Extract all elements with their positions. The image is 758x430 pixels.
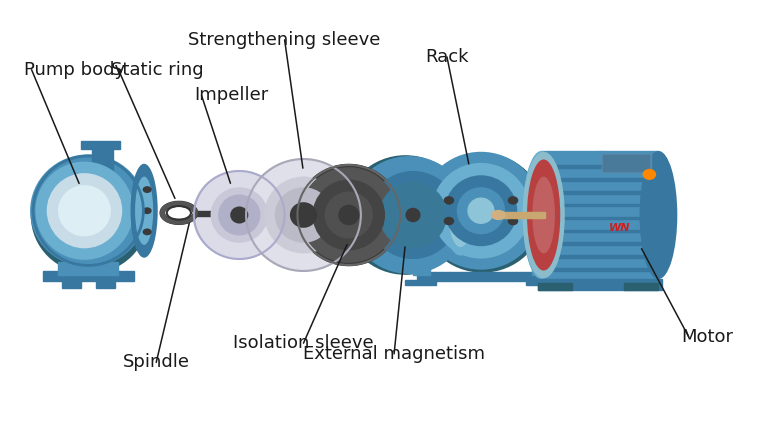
Ellipse shape [265,177,343,253]
FancyBboxPatch shape [543,204,656,206]
Ellipse shape [218,194,261,236]
Ellipse shape [130,164,158,258]
FancyBboxPatch shape [417,272,545,281]
Text: Impeller: Impeller [194,86,268,104]
FancyBboxPatch shape [543,217,656,219]
Ellipse shape [421,153,544,273]
Ellipse shape [368,171,459,259]
Ellipse shape [135,177,153,245]
FancyBboxPatch shape [58,262,118,275]
Ellipse shape [193,170,286,260]
Text: Motor: Motor [681,328,733,346]
Text: Spindle: Spindle [123,353,190,372]
FancyBboxPatch shape [532,237,549,275]
Ellipse shape [299,167,398,263]
FancyBboxPatch shape [602,154,651,172]
Ellipse shape [143,186,152,193]
Ellipse shape [343,155,468,275]
Ellipse shape [640,151,678,279]
Text: External magnetism: External magnetism [303,345,485,363]
Ellipse shape [275,187,332,243]
FancyBboxPatch shape [80,141,120,149]
Ellipse shape [31,158,149,273]
FancyBboxPatch shape [543,255,656,258]
FancyBboxPatch shape [92,146,113,172]
Text: Isolation sleeve: Isolation sleeve [233,334,374,352]
Ellipse shape [36,162,133,260]
Text: Pump body: Pump body [24,61,125,79]
Ellipse shape [443,217,454,225]
Text: WN: WN [609,223,630,233]
FancyBboxPatch shape [543,191,656,194]
FancyBboxPatch shape [541,151,659,279]
FancyBboxPatch shape [625,283,659,290]
Ellipse shape [490,210,506,220]
Ellipse shape [338,205,359,225]
Ellipse shape [312,180,385,250]
Ellipse shape [317,181,350,249]
Ellipse shape [443,196,454,205]
Ellipse shape [535,151,669,279]
FancyBboxPatch shape [543,166,656,168]
Ellipse shape [445,175,517,246]
FancyBboxPatch shape [537,279,662,290]
FancyBboxPatch shape [500,212,545,218]
Ellipse shape [508,196,518,205]
Ellipse shape [643,169,656,180]
Ellipse shape [444,175,478,255]
Ellipse shape [406,208,421,222]
Ellipse shape [532,177,555,253]
FancyBboxPatch shape [62,281,80,288]
FancyBboxPatch shape [196,211,237,216]
Ellipse shape [522,151,560,279]
Ellipse shape [230,206,249,224]
Ellipse shape [143,207,152,214]
FancyBboxPatch shape [543,230,656,232]
FancyBboxPatch shape [413,237,430,275]
FancyBboxPatch shape [406,280,436,286]
FancyBboxPatch shape [537,283,572,290]
FancyBboxPatch shape [603,155,650,172]
Ellipse shape [211,187,268,243]
Ellipse shape [527,160,560,270]
Ellipse shape [349,156,470,274]
Ellipse shape [421,152,541,270]
Ellipse shape [245,158,362,272]
Ellipse shape [290,202,317,228]
Ellipse shape [508,217,518,225]
Ellipse shape [324,191,373,239]
Text: Static ring: Static ring [111,61,203,79]
Ellipse shape [457,187,505,234]
Ellipse shape [296,164,402,266]
Ellipse shape [47,173,122,248]
FancyBboxPatch shape [543,178,656,181]
Ellipse shape [379,182,447,248]
FancyBboxPatch shape [543,268,656,270]
FancyBboxPatch shape [43,270,133,281]
Text: Strengthening sleeve: Strengthening sleeve [189,31,381,49]
Ellipse shape [449,183,473,247]
Ellipse shape [250,187,277,243]
Ellipse shape [468,197,494,224]
Ellipse shape [30,154,146,267]
Ellipse shape [522,152,565,278]
Ellipse shape [58,185,111,237]
Ellipse shape [432,163,530,258]
Ellipse shape [356,184,387,246]
Ellipse shape [143,228,152,235]
Ellipse shape [231,209,243,217]
Text: Rack: Rack [425,48,468,66]
FancyBboxPatch shape [526,280,556,286]
FancyBboxPatch shape [96,281,114,288]
FancyBboxPatch shape [543,243,656,245]
